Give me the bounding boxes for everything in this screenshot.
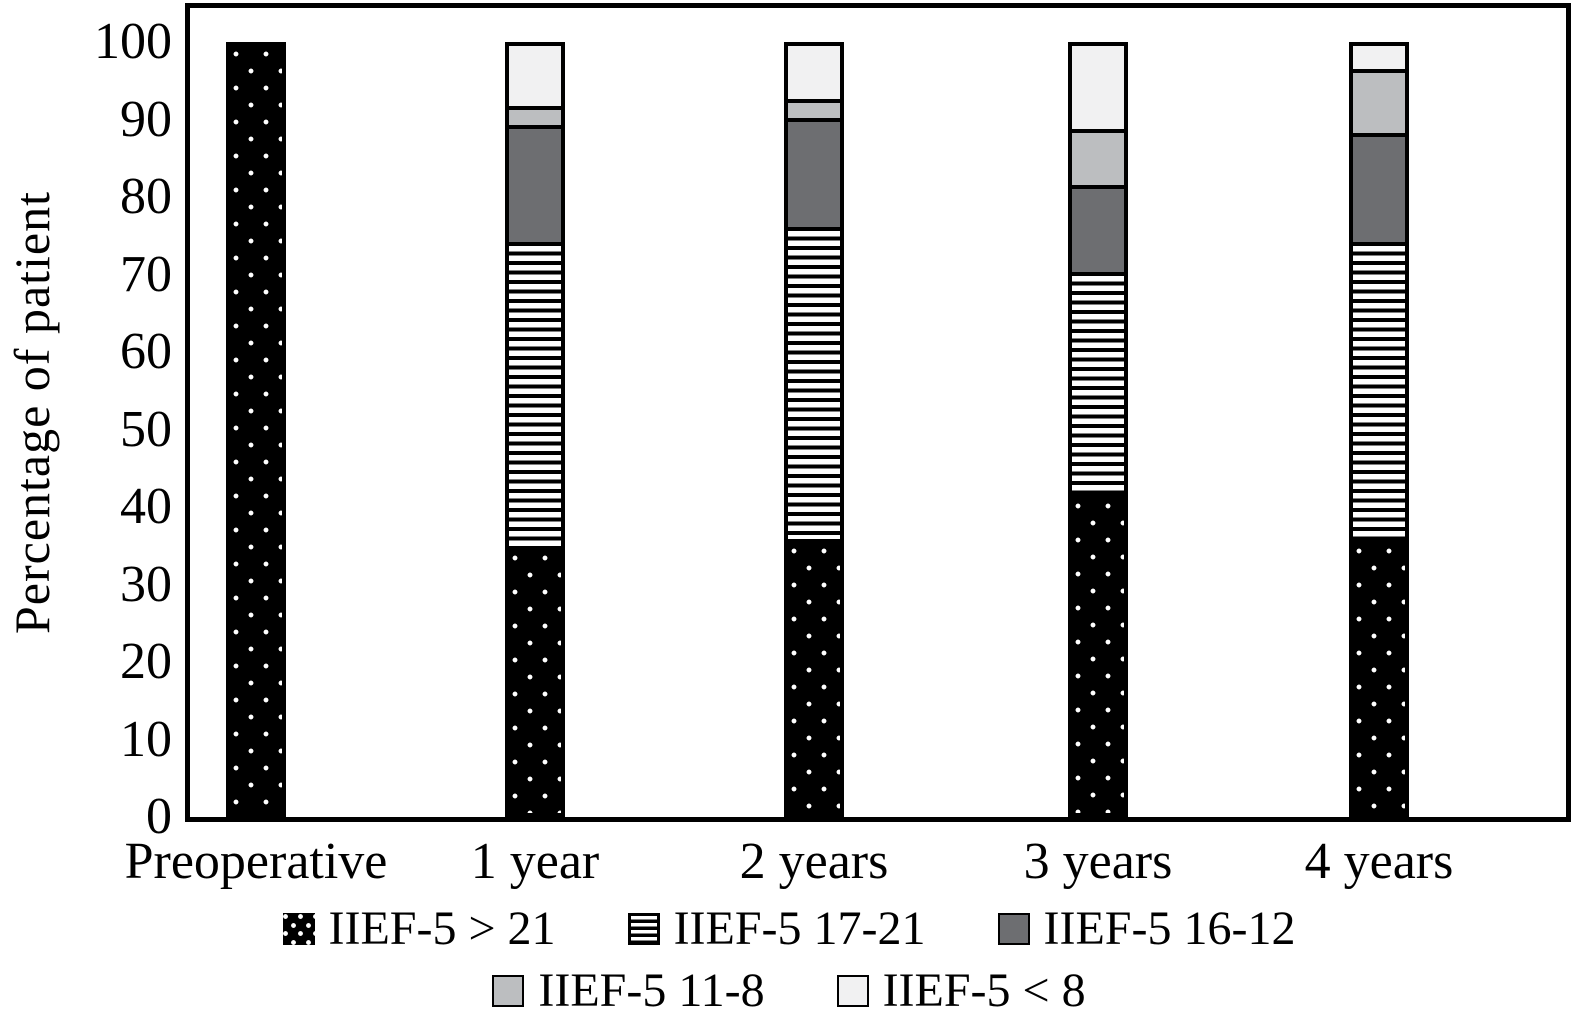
stacked-bar	[1068, 42, 1128, 817]
bar-segment	[1072, 128, 1124, 186]
y-tick-label: 100	[94, 13, 172, 70]
y-tick-label: 80	[120, 168, 172, 225]
bar-segment	[1353, 132, 1405, 242]
legend-swatch-icon	[997, 913, 1030, 945]
bar-segment	[788, 538, 840, 813]
stacked-bar	[505, 42, 565, 817]
y-tick-label: 40	[120, 478, 172, 535]
legend-label: IIEF-5 > 21	[328, 902, 556, 955]
bar-segment	[1353, 538, 1405, 813]
y-axis-tick-labels: 0 10 20 30 40 50 60 70 80 90 100	[40, 3, 172, 843]
stacked-bar	[784, 42, 844, 817]
bar-segment	[1353, 241, 1405, 539]
legend: IIEF-5 > 21 IIEF-5 17-21 IIEF-5 16-12 IIEF…	[0, 898, 1578, 1022]
legend-label: IIEF-5 < 8	[882, 964, 1086, 1017]
y-tick-label: 50	[120, 400, 172, 458]
x-axis-label: 2 years	[739, 833, 889, 890]
bar-segment	[509, 106, 561, 126]
bar-segment	[1353, 46, 1405, 69]
legend-row-2: IIEF-5 11-8 IIEF-5 < 8	[0, 960, 1578, 1022]
plot-area	[185, 3, 1571, 822]
stacked-bar	[1349, 42, 1409, 817]
legend-label: IIEF-5 16-12	[1043, 902, 1296, 955]
bar-segment	[1353, 68, 1405, 133]
legend-item: IIEF-5 16-12	[997, 902, 1296, 955]
bar-segment	[230, 46, 282, 813]
y-tick-label: 70	[120, 245, 172, 303]
legend-label: IIEF-5 11-8	[538, 964, 765, 1017]
bar-segment	[788, 98, 840, 118]
legend-item: IIEF-5 17-21	[627, 902, 926, 955]
legend-swatch-icon	[282, 913, 315, 945]
stacked-bar	[226, 42, 286, 817]
x-axis-labels: Preoperative 1 year 2 years 3 years 4 years	[0, 832, 1578, 894]
legend-swatch-icon	[492, 975, 525, 1007]
legend-swatch-icon	[836, 975, 869, 1007]
legend-item: IIEF-5 > 21	[282, 902, 556, 955]
x-axis-label: 1 year	[470, 833, 600, 890]
bar-segment	[1072, 271, 1124, 494]
legend-item: IIEF-5 11-8	[492, 964, 765, 1017]
x-axis-label: Preoperative	[124, 833, 388, 890]
y-tick-label: 0	[146, 788, 172, 845]
y-tick-label: 30	[120, 555, 172, 613]
bar-segment	[509, 46, 561, 107]
bar-segment	[509, 546, 561, 813]
legend-row-1: IIEF-5 > 21 IIEF-5 17-21 IIEF-5 16-12	[0, 898, 1578, 960]
x-axis-label: 3 years	[1023, 833, 1173, 890]
y-tick-label: 10	[120, 710, 172, 768]
y-tick-label: 20	[120, 633, 172, 690]
bar-segment	[509, 125, 561, 242]
x-axis-label: 4 years	[1304, 833, 1454, 890]
y-tick-label: 60	[120, 323, 172, 380]
bar-segment	[1072, 493, 1124, 813]
bar-segment	[1072, 185, 1124, 272]
legend-label: IIEF-5 17-21	[673, 902, 926, 955]
bar-segment	[509, 241, 561, 547]
bar-segment	[788, 226, 840, 539]
legend-swatch-icon	[627, 913, 660, 945]
bar-segment	[788, 46, 840, 99]
legend-item: IIEF-5 < 8	[836, 964, 1086, 1017]
y-tick-label: 90	[120, 90, 172, 148]
bar-segment	[1072, 46, 1124, 129]
bar-segment	[788, 117, 840, 227]
